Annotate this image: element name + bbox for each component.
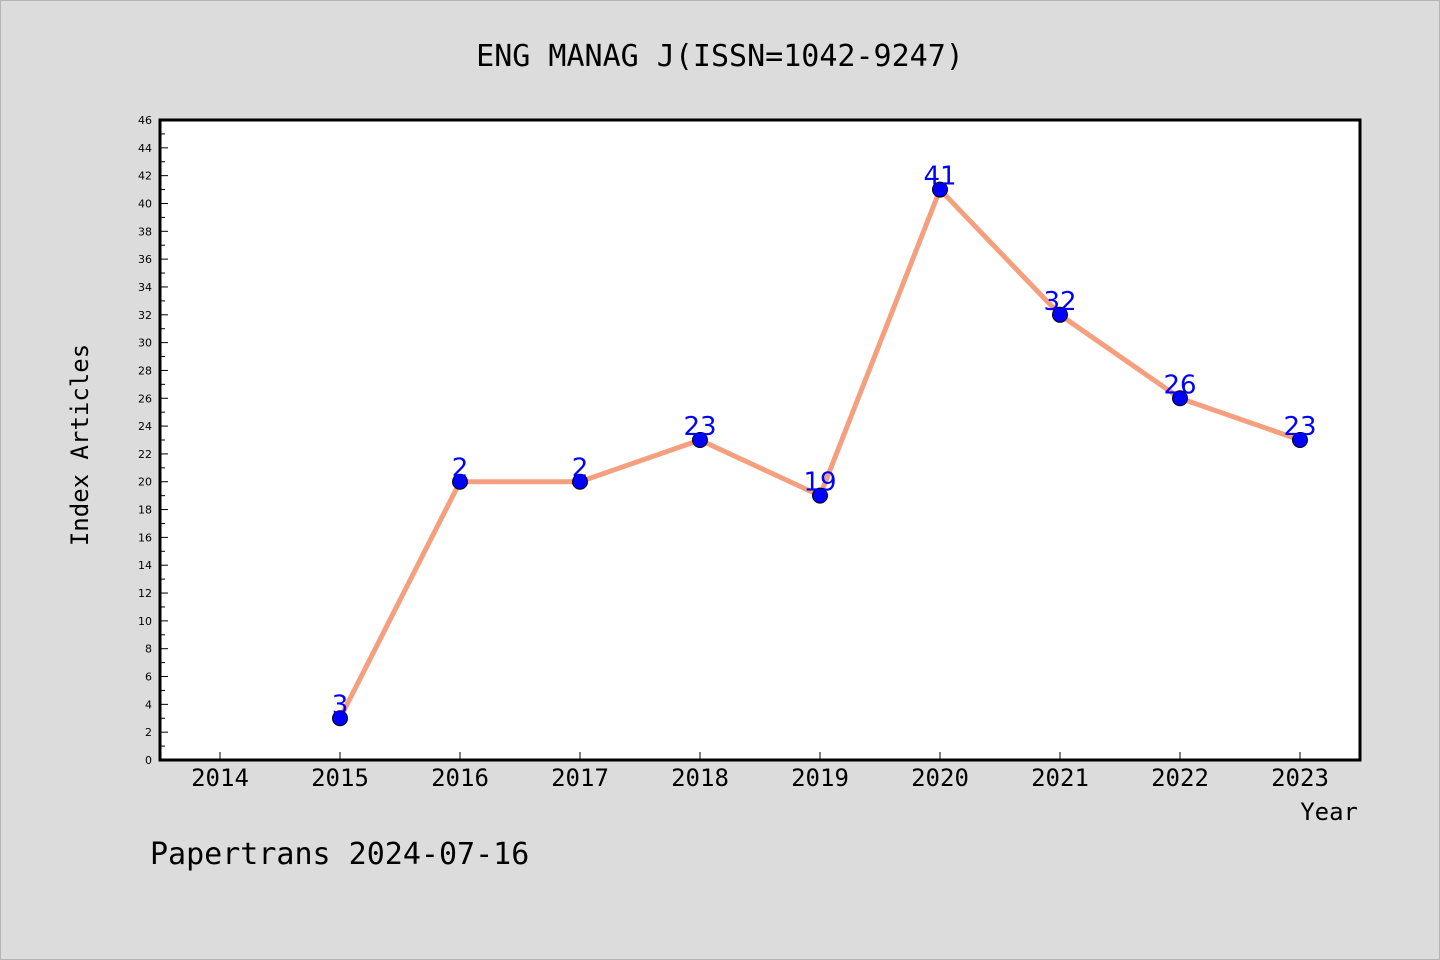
plot-border (158, 118, 1362, 762)
y-axis-ticks: 0246810121416182022242628303234363840424… (138, 114, 168, 767)
x-tick-label: 2014 (191, 764, 249, 792)
y-tick-label: 44 (138, 142, 152, 155)
y-axis-label: Index Articles (66, 344, 94, 546)
plot-area (160, 120, 1360, 760)
data-label: 2 (452, 454, 469, 484)
data-point (572, 473, 588, 490)
x-tick-label: 2015 (311, 764, 369, 792)
y-tick-label: 4 (145, 698, 152, 711)
data-label: 32 (1043, 287, 1076, 317)
y-tick-label: 6 (145, 671, 152, 684)
y-tick-label: 14 (138, 559, 152, 572)
y-tick-label: 16 (138, 531, 152, 544)
data-point (332, 710, 348, 727)
y-tick-label: 42 (138, 170, 152, 183)
y-tick-label: 24 (138, 420, 152, 433)
data-label: 23 (683, 412, 716, 442)
y-tick-label: 34 (138, 281, 152, 294)
data-label: 26 (1163, 370, 1196, 400)
x-axis-ticks: 2014 2015 2016 2017 2018 2019 2020 2021 2022 2023 (191, 752, 1329, 792)
data-label: 23 (1283, 412, 1316, 442)
y-tick-label: 20 (138, 476, 152, 489)
x-tick-label: 2017 (551, 764, 609, 792)
y-tick-label: 18 (138, 504, 152, 517)
data-point (1172, 390, 1188, 407)
data-label: 19 (803, 468, 836, 498)
x-tick-label: 2019 (791, 764, 849, 792)
x-tick-label: 2016 (431, 764, 489, 792)
y-tick-label: 26 (138, 392, 152, 405)
y-tick-label: 46 (138, 114, 152, 127)
x-axis-label: Year (1300, 798, 1358, 826)
data-point (812, 487, 828, 504)
data-point (1052, 306, 1068, 323)
data-point (1292, 432, 1308, 448)
y-tick-label: 12 (138, 587, 152, 600)
data-label: 3 (332, 690, 349, 720)
y-tick-label: 40 (138, 197, 152, 210)
chart-title: ENG MANAG J(ISSN=1042-9247) (476, 39, 964, 74)
y-tick-label: 28 (138, 364, 152, 377)
y-tick-label: 22 (138, 448, 152, 461)
x-tick-label: 2023 (1271, 764, 1329, 792)
y-tick-label: 8 (145, 643, 152, 656)
x-tick-label: 2021 (1031, 764, 1089, 792)
x-tick-label: 2020 (911, 764, 969, 792)
y-tick-label: 32 (138, 309, 152, 322)
data-label: 41 (923, 162, 956, 192)
y-tick-label: 38 (138, 225, 152, 238)
y-tick-label: 30 (138, 337, 152, 350)
x-tick-label: 2018 (671, 764, 729, 792)
y-tick-label: 36 (138, 253, 152, 266)
data-point (692, 432, 708, 448)
data-point (452, 473, 468, 490)
x-tick-label: 2022 (1151, 764, 1209, 792)
footer-credit: Papertrans 2024-07-16 (150, 837, 529, 872)
data-label: 2 (572, 454, 589, 484)
y-tick-label: 2 (145, 726, 152, 739)
data-point (932, 181, 948, 198)
y-tick-label: 10 (138, 615, 152, 628)
y-tick-label: 0 (145, 754, 152, 767)
